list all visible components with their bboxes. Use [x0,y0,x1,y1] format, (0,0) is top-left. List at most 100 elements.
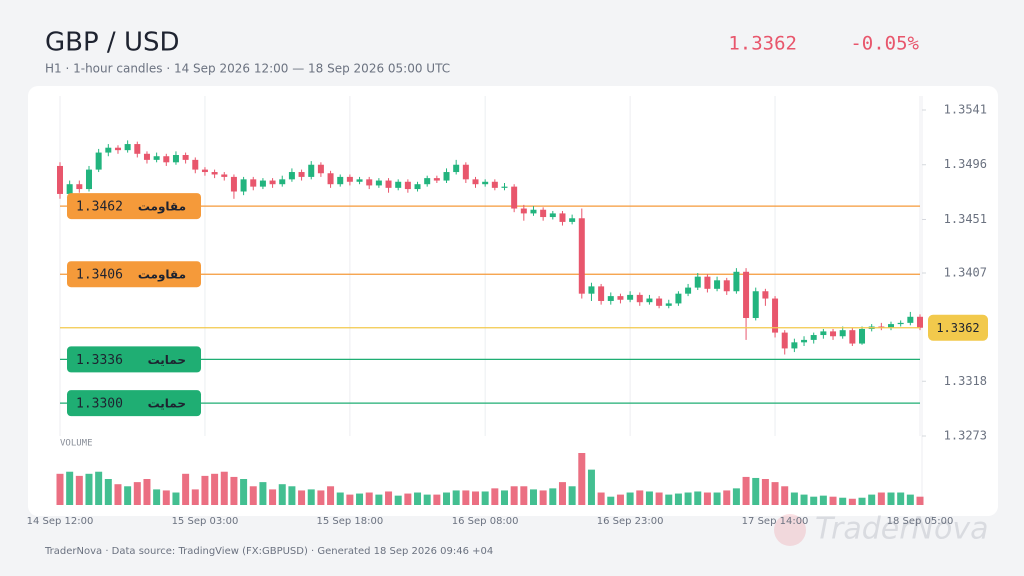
candle-body [598,286,605,301]
volume-bar [868,494,876,505]
candle-body [714,280,721,289]
candle-body [888,324,895,328]
volume-bar [858,497,866,505]
volume-bar [220,471,228,505]
candle-body [134,144,141,154]
candle-body [57,165,63,194]
volume-bar [375,494,383,505]
volume-bar [452,490,460,505]
candle-body [723,280,730,292]
volume-bar [95,471,103,505]
volume-bar [732,488,740,505]
subtitle: H1 · 1-hour candles · 14 Sep 2026 12:00 … [45,62,450,76]
x-tick-label: 15 Sep 18:00 [317,516,384,527]
volume-bar [307,489,315,505]
volume-bar [829,496,837,505]
x-tick-label: 14 Sep 12:00 [27,516,94,527]
candle-body [540,209,547,218]
candle-body [356,179,363,182]
candle-body [665,303,672,306]
x-tick-label: 18 Sep 05:00 [887,516,954,527]
candle-body [66,184,73,194]
volume-bar [365,492,373,505]
volume-bar [201,475,209,505]
candle-body [501,186,508,188]
volume-bar [626,492,634,505]
volume-bar [800,494,808,505]
level-name: حمایت [148,397,186,411]
candle-body [559,213,566,222]
candle-body [772,298,779,333]
candle-body [114,147,121,151]
last-price-tag-label: 1.3362 [936,321,979,335]
candle-body [163,156,170,163]
chart-card [28,86,998,516]
volume-bar [259,482,267,505]
volume-bar [433,494,441,505]
candle-body [781,332,788,349]
volume-bar [568,486,576,505]
volume-bar [655,492,663,505]
candle-body [153,156,160,160]
candle-body [337,176,344,185]
volume-bar [172,492,180,505]
candle-body [346,176,353,182]
volume-bar [742,476,750,505]
candle-body [917,316,923,328]
volume-bar [781,486,789,505]
candle-body [511,186,518,209]
candle-body [124,144,131,151]
candle-body [859,328,866,344]
candle-body [443,172,450,181]
volume-bar [56,473,64,505]
volume-bar [288,486,296,505]
candle-body [694,276,701,288]
volume-bar [529,489,537,505]
y-tick-label: 1.3273 [944,429,987,443]
candle-body [704,276,711,289]
volume-bar [394,495,402,505]
volume-bar [85,473,93,505]
candle-body [317,164,324,174]
candle-body [472,179,479,185]
level-price: 1.3462 [76,200,123,215]
candle-body [549,213,556,218]
volume-bar [414,492,422,505]
candle-body [627,294,634,300]
volume-bar [597,492,605,505]
candle-body [269,180,276,185]
candle-body [520,208,527,214]
volume-bar [558,482,566,505]
level-price: 1.3336 [76,353,123,368]
candle-body [172,155,179,163]
volume-bar [839,497,847,505]
candle-body [636,294,643,303]
volume-bar [665,494,673,505]
volume-bar [240,479,248,505]
candle-body [433,178,440,181]
candle-body [250,179,257,187]
candle-body [76,184,83,190]
volume-bar [645,491,653,505]
volume-bar [423,494,431,505]
last-price: 1.3362 [728,33,797,55]
volume-bar [269,489,277,505]
volume-bar [848,498,856,505]
candle-body [491,181,498,188]
candle-body [288,172,295,180]
volume-bar [124,486,132,505]
x-tick-label: 16 Sep 08:00 [452,516,519,527]
volume-bar [481,491,489,505]
volume-bar [75,475,83,505]
volume-bar [684,492,692,505]
level-price: 1.3300 [76,397,123,412]
candle-body [733,271,740,292]
candle-body [801,339,808,343]
candle-body [182,155,189,160]
price-change: -0.05% [850,33,919,55]
volume-bar [819,495,827,505]
candle-body [907,316,914,323]
candle-body [752,291,759,319]
